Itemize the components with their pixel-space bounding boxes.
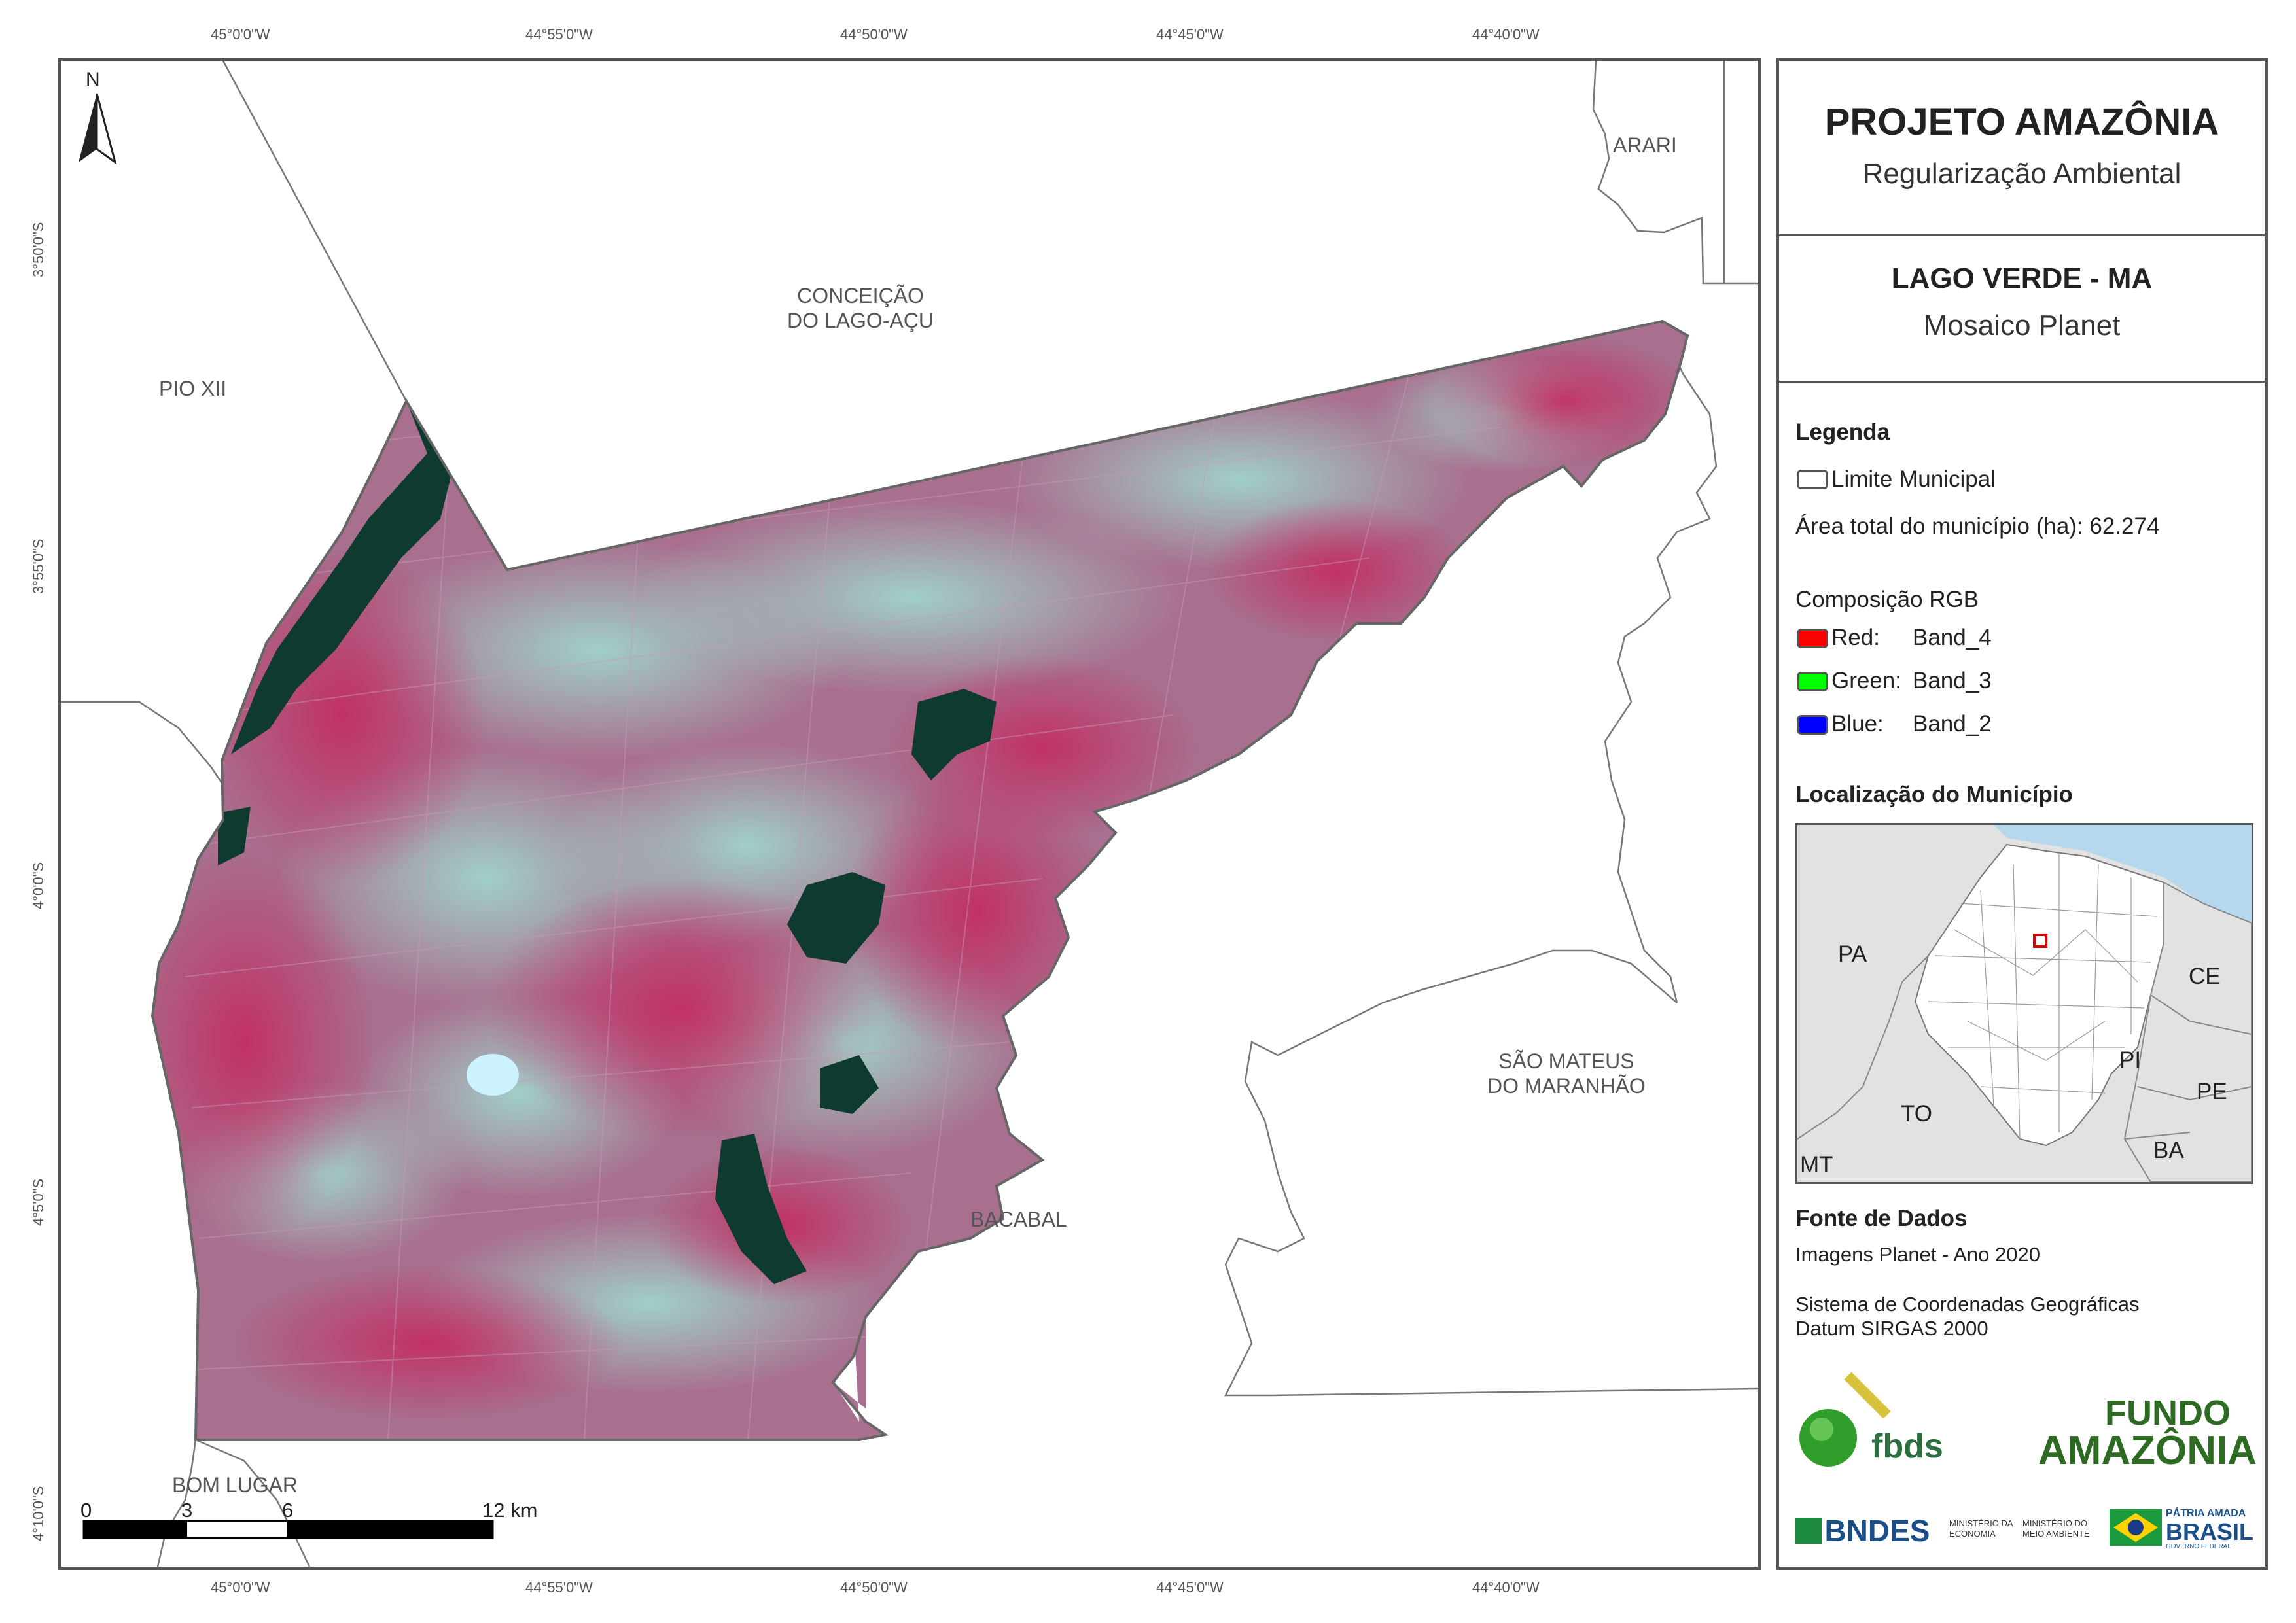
fbds-logo: fbds (1795, 1369, 1959, 1467)
coord-left-4: 4°5'0"S (30, 1178, 46, 1226)
info-panel: PROJETO AMAZÔNIA Regularização Ambiental… (1776, 58, 2268, 1570)
brazil-flag-icon (2110, 1509, 2162, 1546)
fbds-logo-icon (1799, 1372, 1891, 1467)
location-map-svg (1797, 825, 2252, 1182)
coord-top-4: 44°45'0"W (1156, 26, 1224, 43)
municipality-block: LAGO VERDE - MA Mosaico Planet (1779, 236, 2265, 383)
red-band-swatch (1797, 629, 1828, 648)
coord-bottom-2: 44°55'0"W (525, 1579, 593, 1596)
project-subtitle: Regularização Ambiental (1862, 158, 2181, 190)
place-conceicao-line2: DO LAGO-AÇU (787, 309, 934, 332)
sources-line3: Datum SIRGAS 2000 (1795, 1317, 1988, 1340)
rgb-heading: Composição RGB (1795, 587, 1979, 612)
fundo-amazonia-logo: FUNDO AMAZÔNIA (1975, 1393, 2257, 1471)
coord-left-5: 4°10'0"S (30, 1486, 46, 1541)
place-sao-mateus-line2: DO MARANHÃO (1487, 1074, 1646, 1098)
bndes-text: BNDES (1824, 1514, 1930, 1548)
map-frame[interactable]: N ARARI CONCEIÇÃO DO LAGO-AÇU PIO XII SÃ… (58, 58, 1761, 1570)
state-label-pe: PE (2197, 1079, 2227, 1104)
sources-line1: Imagens Planet - Ano 2020 (1795, 1243, 2040, 1266)
state-label-pi: PI (2119, 1047, 2142, 1073)
state-label-ba: BA (2153, 1138, 2184, 1163)
state-label-pa: PA (1838, 941, 1867, 967)
place-bacabal: BACABAL (970, 1208, 1067, 1231)
bndes-logo: BNDES (1795, 1513, 1930, 1548)
coord-left-3: 4°0'0"S (30, 862, 46, 909)
scale-label-3: 3 (181, 1499, 193, 1522)
ministerio-meio-ambiente: MINISTÉRIO DO MEIO AMBIENTE (2022, 1518, 2090, 1539)
green-band-value: Band_3 (1913, 668, 1992, 693)
place-arari: ARARI (1613, 133, 1677, 157)
coord-left-2: 3°55'0"S (30, 538, 46, 594)
blue-band-value: Band_2 (1913, 711, 1992, 737)
red-band-value: Band_4 (1913, 625, 1992, 650)
state-label-mt: MT (1800, 1152, 1833, 1178)
scale-bar (82, 1520, 494, 1539)
scale-label-12: 12 km (482, 1499, 538, 1522)
coord-bottom-3: 44°50'0"W (840, 1579, 908, 1596)
green-band-name: Green: (1831, 668, 1901, 693)
place-pio-xii: PIO XII (159, 377, 227, 400)
coord-top-1: 45°0'0"W (211, 26, 270, 43)
patria-line3: GOVERNO FEDERAL (2166, 1543, 2232, 1550)
red-band-name: Red: (1831, 625, 1880, 650)
green-band-swatch (1797, 672, 1828, 691)
blue-band-name: Blue: (1831, 711, 1884, 737)
location-heading: Localização do Município (1795, 782, 2073, 807)
area-text: Área total do município (ha): 62.274 (1795, 514, 2160, 539)
place-bom-lugar: BOM LUGAR (172, 1473, 298, 1497)
coord-bottom-5: 44°40'0"W (1472, 1579, 1540, 1596)
state-label-to: TO (1901, 1101, 1932, 1126)
north-label: N (86, 69, 100, 90)
patria-line2: BRASIL (2166, 1518, 2253, 1545)
project-title: PROJETO AMAZÔNIA (1824, 101, 2219, 143)
municipality-title: LAGO VERDE - MA (1891, 262, 2153, 294)
patria-amada-logo: PÁTRIA AMADA BRASIL GOVERNO FEDERAL (2110, 1507, 2253, 1552)
sources-heading: Fonte de Dados (1795, 1206, 1968, 1231)
limit-label: Limite Municipal (1831, 466, 1996, 492)
north-arrow-icon (79, 93, 117, 165)
coord-top-2: 44°55'0"W (525, 26, 593, 43)
coord-top-5: 44°40'0"W (1472, 26, 1540, 43)
place-conceicao: CONCEIÇÃO DO LAGO-AÇU (787, 283, 934, 333)
coord-left-1: 3°50'0"S (30, 222, 46, 277)
coord-bottom-1: 45°0'0"W (211, 1579, 270, 1596)
location-map: PA CE PI PE TO BA MT (1795, 823, 2253, 1184)
fbds-logo-text: fbds (1871, 1427, 1943, 1465)
legend-heading: Legenda (1795, 419, 1890, 445)
coord-top-3: 44°50'0"W (840, 26, 908, 43)
patria-line1: PÁTRIA AMADA (2166, 1508, 2246, 1519)
place-sao-mateus: SÃO MATEUS DO MARANHÃO (1487, 1049, 1646, 1098)
sources-line2: Sistema de Coordenadas Geográficas (1795, 1293, 2140, 1316)
coord-bottom-4: 44°45'0"W (1156, 1579, 1224, 1596)
scale-label-6: 6 (282, 1499, 294, 1522)
scale-label-0: 0 (80, 1499, 92, 1522)
place-sao-mateus-line1: SÃO MATEUS (1498, 1049, 1634, 1073)
blue-band-swatch (1797, 715, 1828, 735)
state-label-ce: CE (2189, 964, 2221, 989)
ministerio-economia: MINISTÉRIO DA ECONOMIA (1949, 1518, 2013, 1539)
fundo-line1: FUNDO (2105, 1393, 2231, 1433)
mosaic-label: Mosaico Planet (1923, 309, 2121, 341)
limit-swatch (1797, 470, 1828, 489)
map-canvas[interactable] (61, 61, 1758, 1567)
municipal-boundary (150, 319, 1689, 1441)
maranhao-state (1914, 843, 2164, 1147)
bndes-mark-icon (1795, 1518, 1822, 1544)
neighbor-boundaries (61, 61, 1758, 1567)
fundo-line2: AMAZÔNIA (2038, 1428, 2257, 1473)
title-block: PROJETO AMAZÔNIA Regularização Ambiental (1779, 61, 2265, 236)
place-conceicao-line1: CONCEIÇÃO (797, 284, 924, 307)
